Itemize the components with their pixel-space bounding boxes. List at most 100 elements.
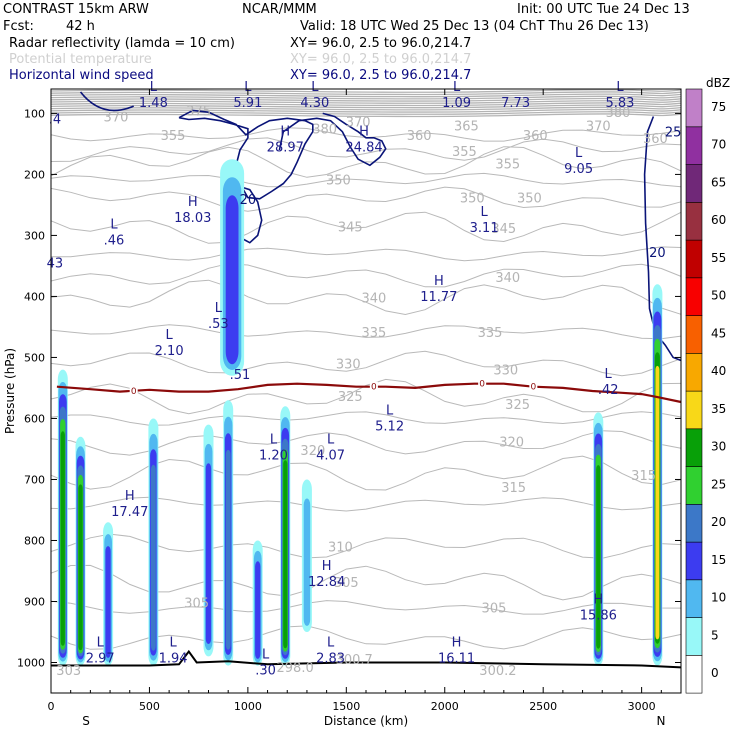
wind-extremum-mark: L — [166, 328, 174, 343]
wind-extremum-mark: L — [262, 647, 270, 662]
theta-contour-label: 330 — [336, 358, 361, 373]
wind-extremum-mark: L — [386, 403, 394, 418]
colorbar-label: 25 — [711, 477, 726, 491]
forecast-label: Fcst: — [3, 19, 34, 34]
wind-extremum-value: 5.91 — [233, 96, 262, 111]
theta-contours — [50, 127, 682, 650]
colorbar-swatch — [685, 239, 703, 279]
theta-contour-line — [50, 350, 682, 377]
wind-extremum-value: 28.97 — [267, 141, 304, 156]
colorbar-swatch — [685, 164, 703, 203]
theta-contour-line — [50, 93, 682, 98]
x-axis-label: Distance (km) — [324, 714, 408, 728]
wind-extremum-value: 1.94 — [159, 651, 188, 666]
x-tick-label: 2500 — [529, 700, 557, 713]
reflectivity-level-fill — [105, 546, 111, 658]
wind-contour-label: 20 — [240, 193, 257, 208]
colorbar-label: 0 — [711, 666, 719, 680]
reflectivity-cell — [223, 400, 234, 666]
y-tick-label: 1000 — [17, 656, 45, 669]
colorbar-label: 55 — [711, 251, 726, 265]
theta-contour-line — [50, 102, 682, 107]
theta-contour-line — [50, 263, 682, 288]
x-end-label-south: S — [82, 714, 90, 728]
wind-extremum-value: 24.84 — [345, 141, 382, 156]
reflectivity-cell — [301, 479, 312, 632]
freezing-level-label: 0 — [371, 383, 377, 393]
colorbar-label: 75 — [711, 100, 726, 114]
theta-contour-label: 315 — [631, 469, 656, 484]
theta-contour-line — [50, 100, 682, 104]
model-title: CONTRAST 15km ARW — [3, 2, 149, 17]
reflectivity-level-fill — [255, 561, 261, 659]
reflectivity-cell — [75, 436, 86, 666]
wind-extremum-value: 16.11 — [438, 651, 475, 666]
colorbar-swatch — [685, 654, 703, 694]
wind-extremum-value: 2.97 — [86, 651, 115, 666]
theta-contour-line — [50, 246, 682, 262]
colorbar-label: 35 — [711, 402, 726, 416]
theta-contour-label: 345 — [491, 222, 516, 237]
y-tick-label: 700 — [24, 473, 45, 486]
wind-contour-label: 20 — [649, 246, 666, 261]
wind-extremum-mark: L — [270, 433, 278, 448]
theta-contour-label: 335 — [361, 326, 386, 341]
wind-contour-label: 25 — [665, 126, 682, 141]
wind-extremum-mark: L — [327, 433, 335, 448]
theta-contour-line — [50, 378, 682, 415]
wind-extremum-mark: L — [244, 80, 252, 95]
wind-extremum-value: 43 — [47, 257, 64, 272]
theta-contour-label: 315 — [501, 481, 526, 496]
wind-extremum-mark: H — [280, 125, 290, 140]
x-tick-label: 500 — [139, 700, 160, 713]
freezing-level-label: 0 — [131, 387, 137, 397]
colorbar-label: 70 — [711, 138, 726, 152]
theta-contour-line — [50, 91, 682, 96]
reflectivity-level-fill — [60, 431, 65, 646]
colorbar-label: 65 — [711, 175, 726, 189]
theta-contour-label: 330 — [493, 364, 518, 379]
theta-contour-label: 340 — [361, 292, 386, 307]
colorbar-label: 30 — [711, 440, 726, 454]
wind-extremum-value: 4.07 — [316, 449, 345, 464]
wind-extremum-value: 2.10 — [155, 344, 184, 359]
reflectivity-cell — [252, 540, 263, 666]
freezing-level-label-bg — [369, 381, 378, 392]
reflectivity-level-fill — [225, 449, 231, 650]
colorbar-swatch — [685, 88, 703, 128]
theta-contour-label: 355 — [452, 145, 477, 160]
x-tick-label: 1000 — [234, 700, 262, 713]
field-name-wind: Horizontal wind speed — [9, 68, 154, 83]
wind-extremum-value: 2.83 — [316, 651, 345, 666]
theta-contour-line — [50, 137, 682, 162]
theta-contour-label: 355 — [495, 157, 520, 172]
theta-contour-line — [50, 279, 682, 316]
colorbar-label: 20 — [711, 515, 726, 529]
init-time: Init: 00 UTC Tue 24 Dec 13 — [517, 2, 690, 17]
reflectivity-level-fill — [78, 484, 83, 651]
theta-contour-line — [50, 172, 682, 188]
theta-contour-line — [50, 104, 682, 109]
theta-contour-label: 380 — [312, 123, 337, 138]
freezing-level-label-bg — [478, 378, 487, 389]
wind-extremum-mark: L — [616, 80, 624, 95]
colorbar-unit: dBZ — [706, 76, 730, 90]
colorbar-label: 40 — [711, 364, 726, 378]
wind-contour-line — [79, 91, 135, 112]
y-tick-label: 400 — [24, 290, 45, 303]
wind-extremum-mark: L — [311, 80, 319, 95]
wind-extremum-mark: L — [150, 80, 158, 95]
wind-extremum-value: 17.47 — [111, 505, 148, 520]
wind-extremum-value: 4.30 — [300, 96, 329, 111]
wind-extremum-value: .4 — [49, 113, 61, 128]
theta-contour-label: 335 — [478, 326, 503, 341]
theta-contour-line — [50, 108, 682, 113]
wind-extremum-value: 1.20 — [259, 449, 288, 464]
colorbar-label: 15 — [711, 553, 726, 567]
wind-extremum-mark: L — [453, 80, 461, 95]
reflectivity-level-fill — [303, 498, 311, 626]
x-tick-label: 3000 — [628, 700, 656, 713]
y-tick-label: 100 — [24, 107, 45, 120]
wind-extremum-mark: L — [327, 635, 335, 650]
wind-extremum-value: 5.83 — [605, 96, 634, 111]
